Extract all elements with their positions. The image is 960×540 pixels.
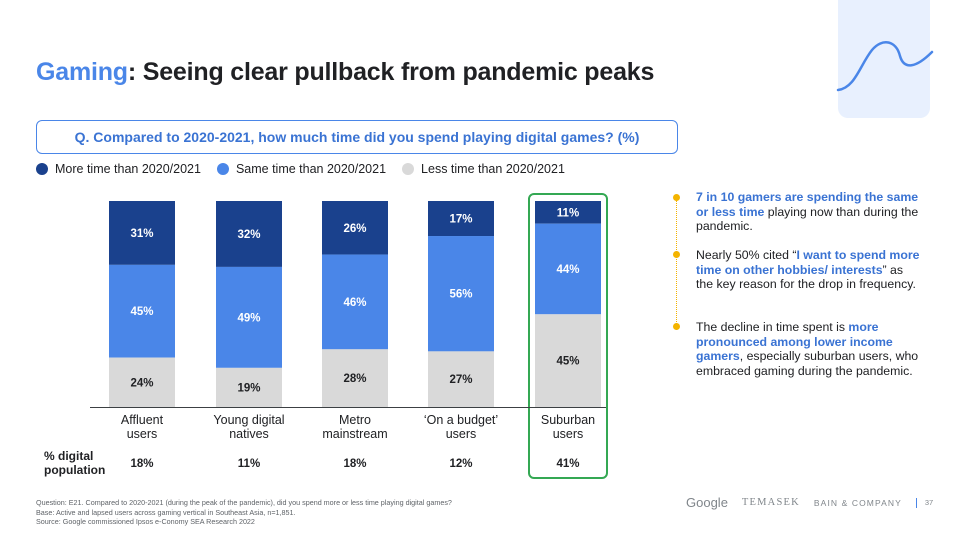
bullet-dot-icon	[673, 323, 680, 330]
footnote-source: Source: Google commissioned Ipsos e-Cono…	[36, 517, 255, 527]
legend-dot-more-icon	[36, 163, 48, 175]
category-label: mainstream	[322, 427, 387, 441]
category-label: Metro	[339, 413, 371, 427]
category-label: Suburban	[541, 413, 595, 427]
bar-segment	[535, 201, 601, 224]
google-logo: Google	[686, 495, 728, 510]
bain-logo: BAIN & COMPANY	[813, 497, 902, 508]
category-label: natives	[229, 427, 269, 441]
logo-separator	[915, 497, 917, 508]
insight-note-2: Nearly 50% cited “I want to spend more t…	[696, 248, 921, 292]
bar-segment	[428, 201, 494, 237]
legend-label-less: Less time than 2020/2021	[421, 162, 565, 176]
data-label: 19%	[237, 382, 260, 394]
insight-text: playing now than during the pandemic.	[696, 204, 919, 234]
data-label: 24%	[130, 377, 153, 389]
data-label: 46%	[343, 297, 366, 309]
data-label: 56%	[449, 289, 472, 301]
decorative-panel	[838, 0, 930, 118]
digital-population-label: % digital	[44, 449, 93, 463]
page-title: Gaming: Seeing clear pullback from pande…	[36, 58, 654, 87]
data-label: 28%	[343, 373, 366, 385]
data-label: 44%	[556, 264, 579, 276]
digital-population-value: 18%	[343, 458, 366, 470]
data-label: 11%	[557, 207, 579, 219]
legend-item-same: Same time than 2020/2021	[216, 162, 387, 176]
wave-decoration-icon	[836, 41, 934, 92]
question-text: Q. Compared to 2020-2021, how much time …	[74, 129, 640, 145]
chart-legend: More time than 2020/2021 Same time than …	[36, 162, 581, 176]
data-label: 49%	[237, 312, 260, 324]
temasek-logo: TEMASEK	[741, 497, 800, 508]
data-label: 26%	[343, 223, 366, 235]
digital-population-value: 18%	[130, 458, 153, 470]
insight-highlight: 7 in 10 gamers are spending the same or …	[696, 190, 919, 219]
legend-dot-less-icon	[402, 163, 415, 175]
bar-segment	[535, 223, 601, 315]
title-accent: Gaming	[36, 58, 128, 86]
category-label: ‘On a budget’	[424, 413, 498, 427]
category-label: Young digital	[213, 413, 284, 427]
data-label: 32%	[237, 229, 260, 241]
insight-text: The decline in time spent is	[696, 320, 849, 334]
highlight-box	[528, 193, 608, 479]
category-label: Affluent	[121, 413, 164, 427]
legend-item-less: Less time than 2020/2021	[402, 162, 565, 176]
insight-highlight: I want to spend more time on other hobbi…	[696, 248, 920, 277]
bullet-dot-icon	[673, 194, 680, 201]
bar-segment	[109, 201, 175, 265]
insight-text: Nearly 50% cited “	[696, 248, 797, 262]
footnote-base: Base: Active and lapsed users across gam…	[36, 507, 296, 517]
digital-population-value: 41%	[556, 458, 579, 470]
footnote-question: Question: E21. Compared to 2020-2021 (du…	[36, 498, 452, 507]
data-label: 45%	[130, 306, 153, 318]
data-label: 45%	[556, 356, 579, 368]
insight-note-1: 7 in 10 gamers are spending the same or …	[696, 190, 921, 234]
data-label: 17%	[449, 214, 472, 226]
legend-dot-same-icon	[216, 163, 229, 175]
insight-text: , especially suburban users, who embrace…	[696, 349, 919, 378]
bar-segment	[216, 201, 282, 267]
bar-segment	[216, 367, 282, 407]
category-label: users	[446, 427, 477, 441]
data-label: 27%	[449, 374, 472, 386]
bar-segment	[428, 236, 494, 352]
insights-timeline	[676, 197, 677, 330]
data-label: 31%	[130, 228, 153, 240]
footnotes: Question: E21. Compared to 2020-2021 (du…	[36, 498, 452, 527]
insight-highlight: more pronounced among lower income gamer…	[696, 320, 893, 363]
digital-population-value: 11%	[238, 458, 260, 470]
bullet-dot-icon	[673, 251, 680, 258]
digital-population-value: 12%	[449, 458, 472, 470]
insight-note-3: The decline in time spent is more pronou…	[696, 320, 921, 378]
bar-segment	[216, 266, 282, 368]
bar-segment	[109, 357, 175, 407]
bar-segment	[428, 351, 494, 407]
bar-segment	[535, 314, 601, 407]
insight-text: ” as the key reason for the drop in freq…	[696, 262, 916, 292]
bar-segment	[322, 349, 388, 407]
category-label: users	[127, 427, 158, 441]
bar-segment	[109, 264, 175, 358]
question-box: Q. Compared to 2020-2021, how much time …	[36, 120, 678, 154]
stacked-bar-chart: 31%45%24%Affluentusers18%32%49%19%Young …	[44, 193, 608, 479]
partner-logos: Google TEMASEK BAIN & COMPANY 37	[686, 495, 933, 510]
title-rest: : Seeing clear pullback from pandemic pe…	[127, 58, 655, 86]
bar-segment	[322, 254, 388, 350]
legend-item-more: More time than 2020/2021	[36, 162, 201, 176]
digital-population-label: population	[44, 463, 105, 477]
bar-segment	[322, 201, 388, 255]
legend-label-more: More time than 2020/2021	[55, 162, 201, 176]
page-number: 37	[924, 498, 934, 507]
legend-label-same: Same time than 2020/2021	[235, 162, 387, 176]
category-label: users	[553, 427, 584, 441]
